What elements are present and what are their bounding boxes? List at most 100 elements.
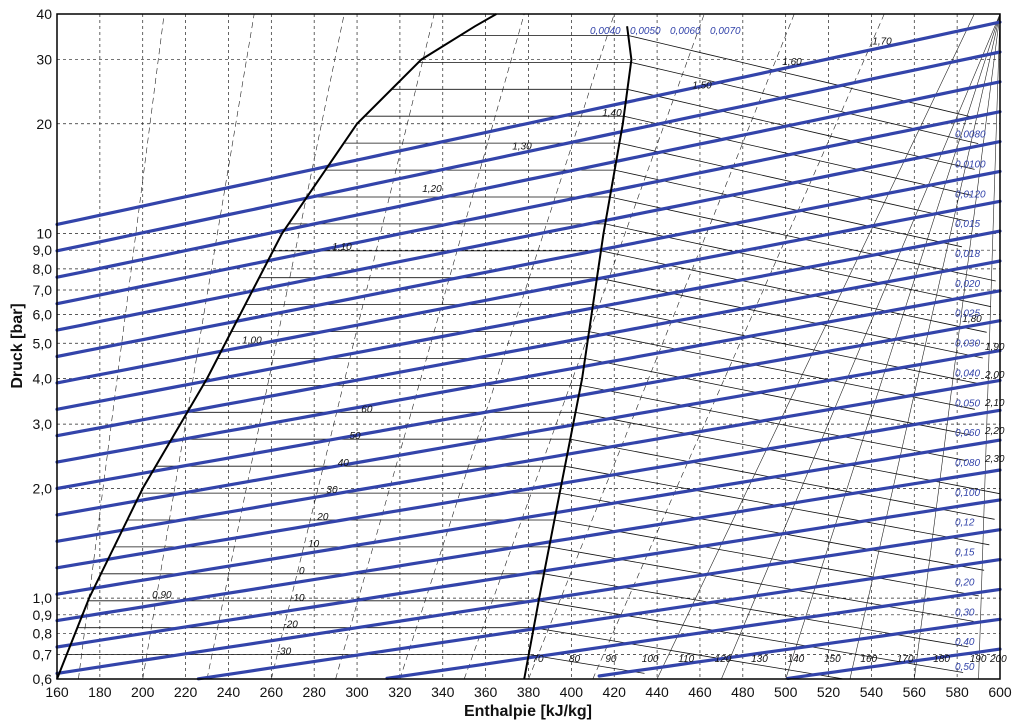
isochore-label: 0,080 (955, 458, 980, 469)
isentrope-label: 1,70 (872, 36, 892, 47)
x-tick-label: 320 (388, 684, 412, 700)
x-tick-label: 260 (260, 684, 284, 700)
isotherm-line (88, 600, 964, 673)
isochore-label: 0,040 (955, 368, 980, 379)
x-tick-label: 520 (817, 684, 841, 700)
isentrope-label: 1,10 (332, 242, 352, 253)
isotherm-label: -30 (277, 647, 292, 658)
isentrope-label: 1,40 (602, 108, 622, 119)
isentrope-line (978, 13, 1001, 680)
isotherm-label: 10 (308, 539, 320, 550)
x-tick-label: 300 (345, 684, 369, 700)
y-tick-label: 7,0 (33, 282, 53, 298)
isotherm-label: -10 (290, 593, 305, 604)
y-tick-label: 10 (36, 226, 52, 242)
isotherm-label: 140 (788, 654, 805, 665)
x-tick-label: 600 (988, 684, 1012, 700)
isochore-line (55, 50, 1002, 253)
saturated-liquid-line (56, 13, 497, 680)
isotherm-label: 160 (860, 654, 877, 665)
isochore-label: 0,0100 (955, 159, 986, 170)
isotherm-label: 110 (678, 654, 694, 665)
isentrope-line (913, 13, 1001, 680)
isotherm-line (288, 223, 992, 308)
isochore-label: 0,12 (955, 518, 975, 529)
isotherm-label: 20 (316, 512, 329, 523)
x-tick-label: 200 (131, 684, 155, 700)
x-tick-label: 380 (517, 684, 541, 700)
isotherm-line (217, 358, 971, 436)
isochore-label: 0,100 (955, 488, 980, 499)
isochore-line (597, 617, 1002, 678)
isotherm-label: 170 (897, 654, 914, 665)
x-tick-label: 540 (860, 684, 884, 700)
y-tick-label: 8,0 (33, 261, 53, 277)
plot-frame (56, 13, 1001, 680)
y-axis-ticks: 0,6 0,7 0,8 0,91,0 2,0 3,0 4,0 5,0 6,0 7,0 8,0 9,01… (33, 6, 53, 687)
isotherm-label: 30 (326, 485, 338, 496)
isentrope-label: 2,30 (984, 454, 1005, 465)
x-tick-label: 340 (431, 684, 455, 700)
isentrope-label: 2,00 (984, 370, 1005, 381)
isochore-line (55, 140, 1002, 332)
isotherm-label: 70 (533, 654, 545, 665)
isotherm-line (66, 654, 645, 674)
isotherm-line (114, 546, 974, 622)
isentrope-line (335, 13, 525, 680)
isochore-line (55, 468, 1002, 623)
y-tick-label: 40 (36, 6, 52, 22)
isochore-line (55, 438, 1002, 596)
isotherm-line (307, 196, 996, 282)
isochore-label: 0,0060 (670, 26, 701, 37)
isotherm-line (127, 519, 979, 597)
y-tick-label: 1,0 (33, 590, 53, 606)
x-tick-label: 440 (645, 684, 669, 700)
isochore-line (55, 319, 1002, 491)
isotherm-line (325, 169, 962, 248)
isentrope-line (592, 13, 885, 680)
isotherm-label: 150 (824, 654, 841, 665)
x-axis-title: Enthalpie [kJ/kg] (464, 703, 592, 720)
isochore-line (196, 557, 1002, 681)
isentrope-label: 0,90 (152, 590, 172, 601)
isotherm-label: 80 (569, 654, 581, 665)
isochore-line (55, 110, 1002, 306)
isochore-label: 0,50 (955, 662, 975, 673)
isochore-line (55, 169, 1002, 359)
isochore-line (385, 587, 1002, 680)
isentrope-label: 2,20 (984, 426, 1005, 437)
isentrope-line (142, 13, 255, 680)
isotherm-line (245, 304, 979, 385)
isochore-line (55, 199, 1002, 385)
isentrope-line (785, 13, 1001, 680)
isochore-label: 0,0050 (630, 26, 661, 37)
x-axis-ticks: 160 180 200 220 240 260 280 300 320 340 360 380 400 4… (45, 684, 1012, 700)
isochore-label: 0,060 (955, 428, 980, 439)
x-tick-label: 420 (603, 684, 627, 700)
y-tick-label: 2,0 (33, 480, 53, 496)
x-tick-label: 560 (903, 684, 927, 700)
isotherm-label: 200 (989, 654, 1007, 665)
isotherm-label: 130 (751, 654, 768, 665)
y-tick-label: 0,8 (33, 625, 53, 641)
isentrope-label: 1,30 (512, 141, 532, 152)
isotherm-label: -20 (283, 620, 298, 631)
isotherm-line (343, 142, 967, 222)
isotherm-label: 90 (605, 654, 617, 665)
isentrope-line (849, 13, 1001, 680)
isochore-line (55, 259, 1002, 438)
y-tick-label: 5,0 (33, 335, 53, 351)
isotherm-line (155, 465, 990, 546)
isochore-label: 0,050 (955, 398, 980, 409)
isochore-line (55, 80, 1002, 279)
isochore-label: 0,0120 (955, 189, 986, 200)
isentrope-label: 1,60 (782, 57, 802, 68)
iso-label-layer: -30 -20 -10 0 10 20 30 40 50 60 70 80 90 100 110 120 130… (152, 26, 1007, 673)
isotherm-line (203, 384, 967, 462)
isochore-label: 0,015 (955, 219, 980, 230)
isotherm-line (259, 277, 983, 359)
isochore-label: 0,15 (955, 548, 975, 559)
isochore-label: 0,40 (955, 637, 975, 648)
isochore-label: 0,018 (955, 249, 980, 260)
isotherm-label: 180 (933, 654, 950, 665)
